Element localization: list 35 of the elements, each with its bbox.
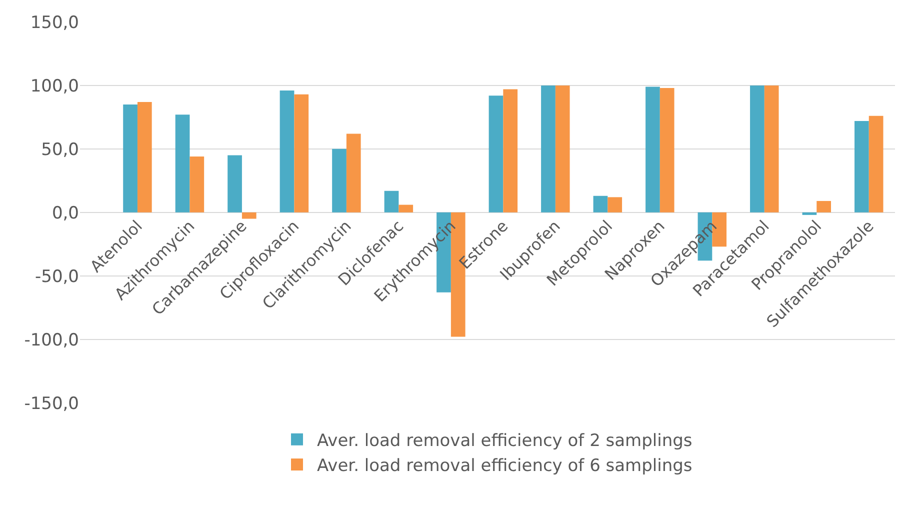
y-tick-label: 100,0 (30, 76, 79, 96)
bar (750, 85, 764, 212)
bar (503, 89, 518, 212)
bar (802, 212, 817, 215)
y-tick-label: 50,0 (41, 140, 79, 160)
bar (593, 196, 608, 212)
legend-label: Aver. load removal efficiency of 6 samplings (317, 456, 692, 476)
bar (854, 121, 869, 212)
legend-label: Aver. load removal efficiency of 2 samplings (317, 431, 692, 452)
bar (868, 116, 884, 212)
bar (541, 85, 556, 212)
y-tick-label: -50,0 (35, 266, 79, 287)
bar (190, 156, 204, 212)
bar (816, 200, 831, 212)
y-tick-label: -150,0 (24, 394, 79, 414)
bar (175, 114, 190, 212)
bar (764, 85, 779, 212)
bar (660, 88, 674, 212)
bar (123, 104, 138, 212)
y-tick-label: 150,0 (30, 12, 79, 33)
bar (242, 212, 256, 219)
bar (332, 148, 346, 212)
bar (384, 190, 399, 212)
bar (294, 94, 309, 212)
bar (346, 134, 361, 212)
bar (137, 102, 152, 212)
bar (608, 197, 622, 212)
bar (398, 204, 414, 212)
bar (488, 96, 504, 212)
y-tick-label: 0,0 (52, 203, 79, 224)
bar (280, 90, 294, 212)
bar (555, 85, 570, 212)
bar (646, 86, 660, 212)
bar (228, 155, 242, 212)
y-tick-label: -100,0 (24, 330, 79, 350)
